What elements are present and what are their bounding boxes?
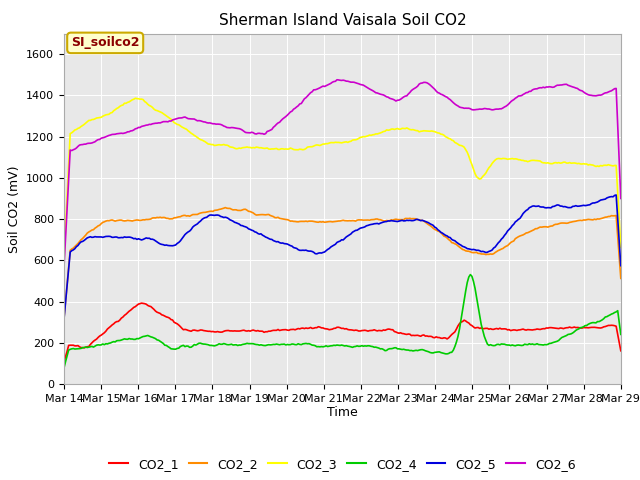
- Text: SI_soilco2: SI_soilco2: [71, 36, 140, 49]
- Legend: CO2_1, CO2_2, CO2_3, CO2_4, CO2_5, CO2_6: CO2_1, CO2_2, CO2_3, CO2_4, CO2_5, CO2_6: [104, 453, 580, 476]
- Title: Sherman Island Vaisala Soil CO2: Sherman Island Vaisala Soil CO2: [219, 13, 466, 28]
- Y-axis label: Soil CO2 (mV): Soil CO2 (mV): [8, 165, 20, 252]
- X-axis label: Time: Time: [327, 407, 358, 420]
